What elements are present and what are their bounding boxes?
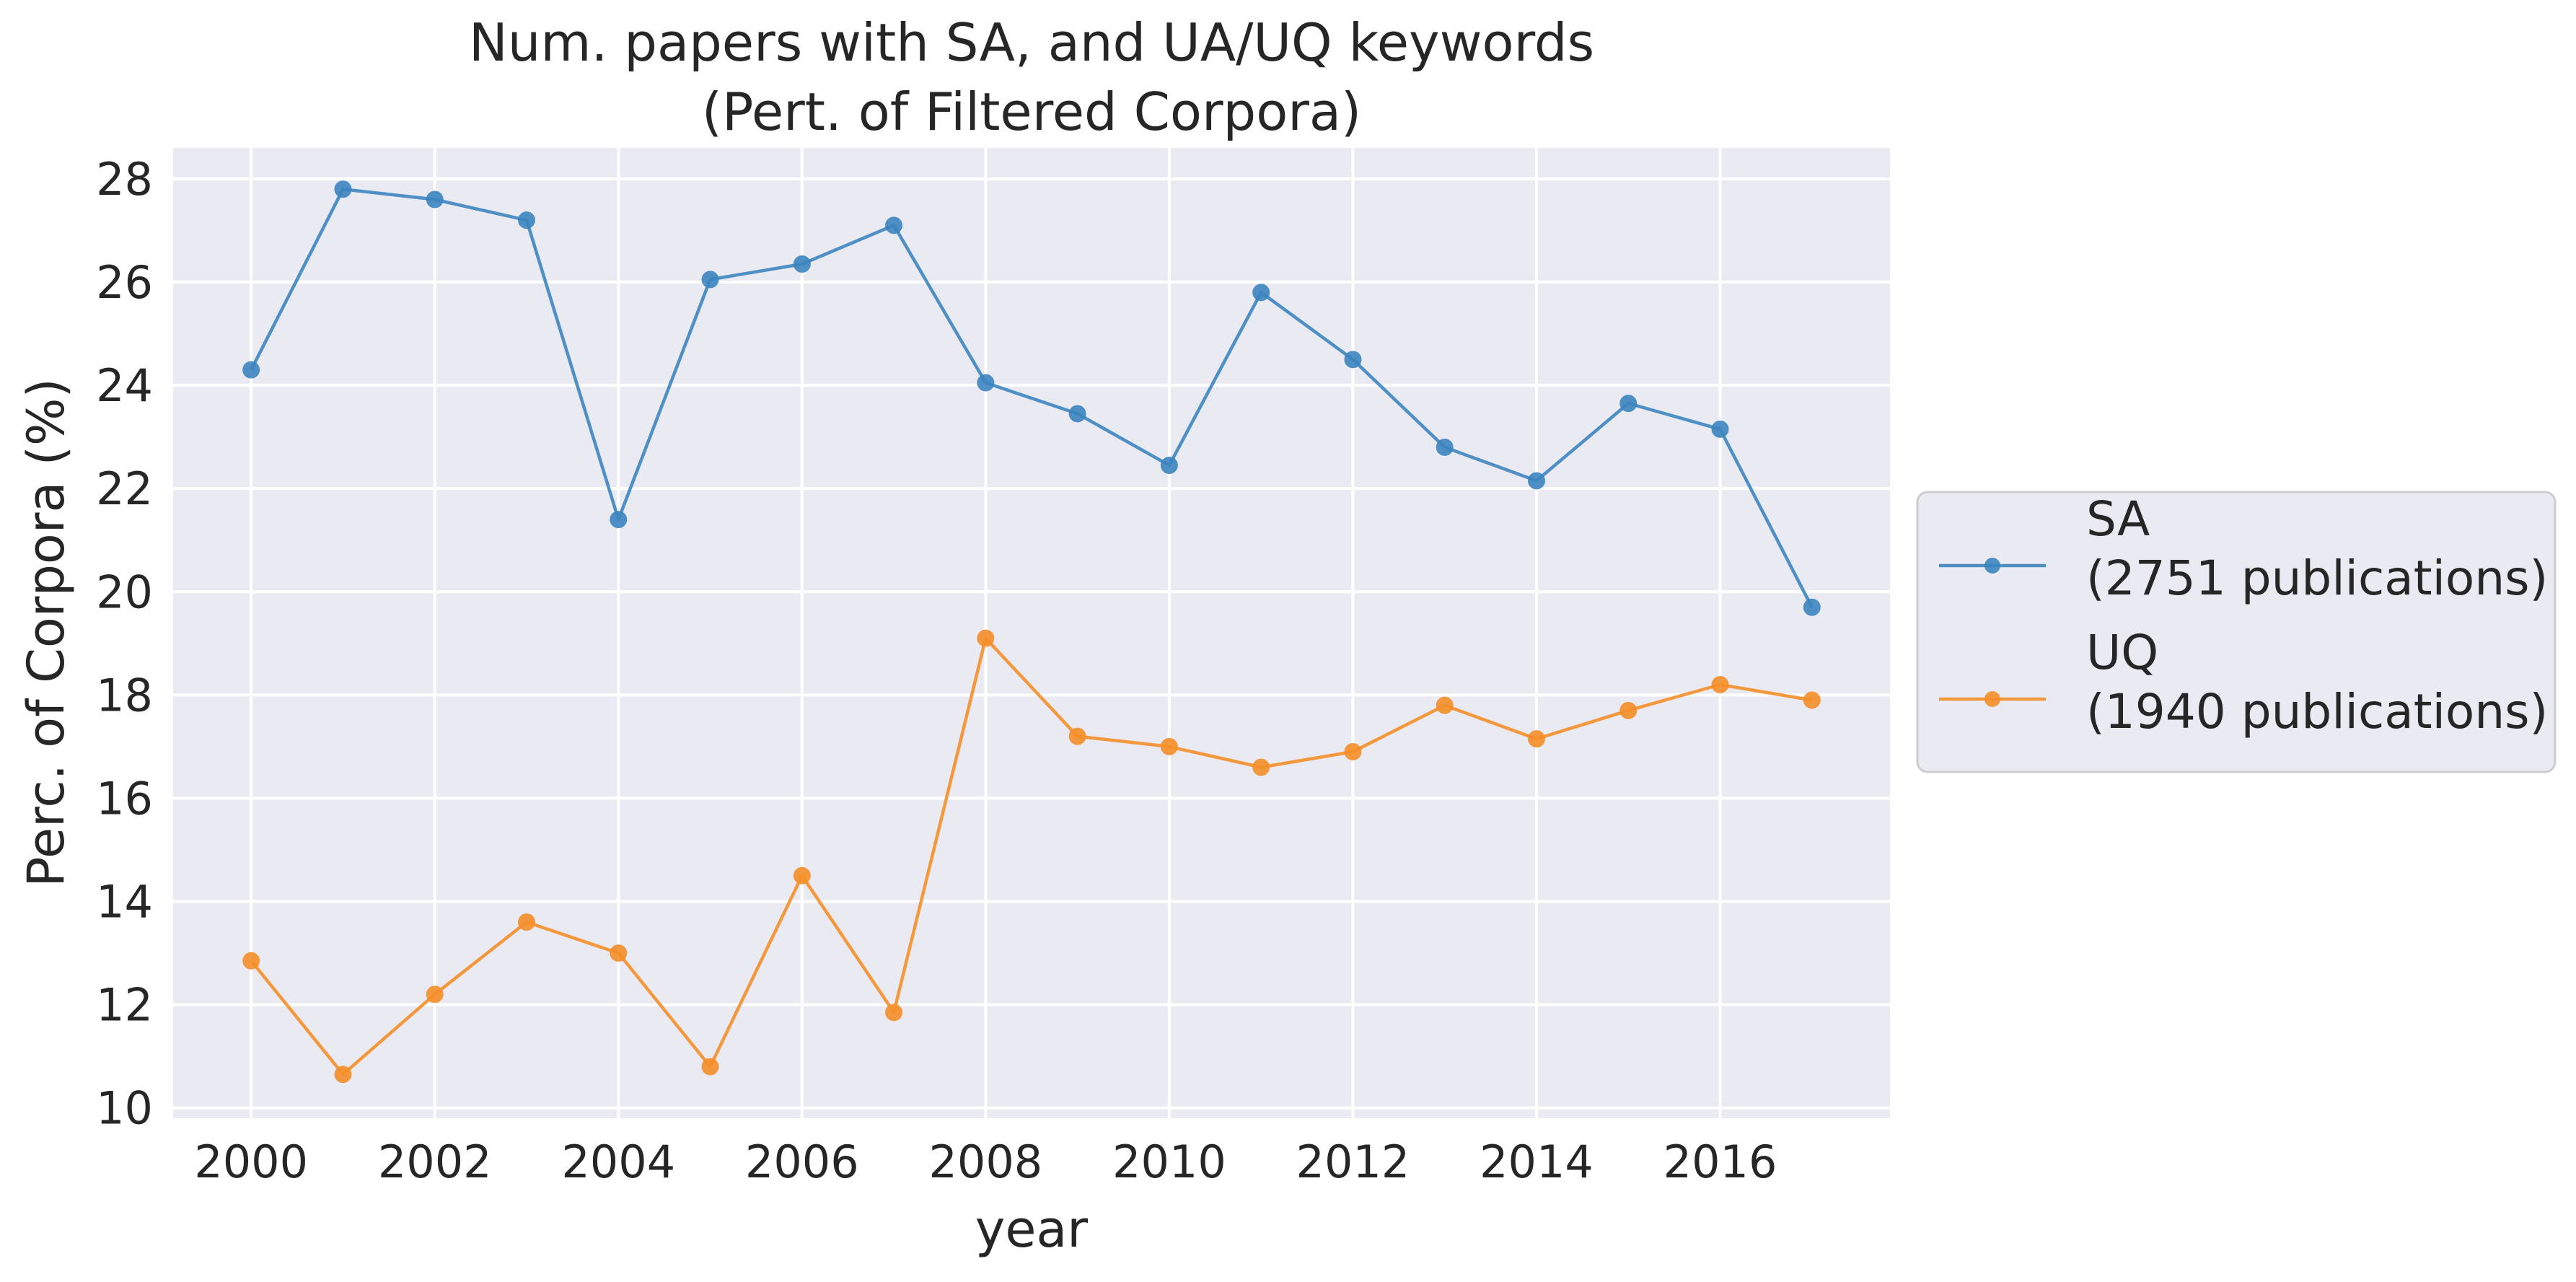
grid xyxy=(173,148,1890,1118)
data-point-sa xyxy=(793,255,811,273)
x-axis-label: year xyxy=(975,1200,1088,1259)
legend-label-sa: SA xyxy=(2086,491,2150,547)
data-point-sa xyxy=(977,374,995,392)
x-tick-label: 2004 xyxy=(561,1136,675,1188)
data-point-sa xyxy=(885,216,903,234)
series-uq xyxy=(242,629,1821,1084)
legend-label-uq: UQ xyxy=(2086,625,2158,680)
x-tick-label: 2006 xyxy=(745,1136,859,1188)
data-point-uq xyxy=(1803,691,1821,709)
legend: SA(2751 publications) UQ(1940 publication… xyxy=(1916,491,2557,773)
plot-area xyxy=(173,148,1890,1118)
series-line-sa xyxy=(250,187,1814,608)
data-point-uq xyxy=(885,1004,903,1022)
legend-sublabel-uq: (1940 publications) xyxy=(2086,684,2548,739)
data-point-sa xyxy=(242,361,260,379)
series-sa xyxy=(242,180,1821,616)
x-tick-label: 2014 xyxy=(1480,1136,1593,1188)
legend-entry-sa: SA(2751 publications) xyxy=(1939,491,2548,606)
data-point-uq xyxy=(334,1066,352,1084)
data-point-sa xyxy=(518,211,535,229)
data-point-sa xyxy=(701,271,719,289)
data-point-sa xyxy=(1068,405,1086,423)
y-tick-label: 22 xyxy=(96,462,153,515)
y-tick-label: 12 xyxy=(96,979,153,1032)
legend-entry-uq: UQ(1940 publications) xyxy=(1939,625,2548,739)
series-layer xyxy=(242,180,1821,1084)
tick-labels: 10 12 14 16 18 20 22 24 26 28 2000 2002 2004 2006 2008… xyxy=(96,153,1777,1188)
x-tick-label: 2010 xyxy=(1112,1136,1226,1188)
data-point-uq xyxy=(610,944,628,962)
data-point-sa xyxy=(426,190,444,208)
data-point-uq xyxy=(1619,701,1638,719)
x-tick-label: 2002 xyxy=(378,1136,492,1188)
data-point-uq xyxy=(701,1058,719,1076)
chart-title: Num. papers with SA, and UA/UQ keywords … xyxy=(469,12,1594,142)
series-line-uq xyxy=(250,636,1813,1076)
legend-entries: SA(2751 publications) UQ(1940 publication… xyxy=(1939,491,2548,739)
data-point-uq xyxy=(1344,743,1362,761)
y-tick-label: 18 xyxy=(96,669,153,721)
data-point-sa xyxy=(1711,420,1729,438)
legend-sublabel-sa: (2751 publications) xyxy=(2086,550,2548,606)
data-point-sa xyxy=(1344,351,1362,369)
data-point-sa xyxy=(1803,598,1821,616)
x-tick-label: 2008 xyxy=(928,1136,1042,1188)
data-point-uq xyxy=(1160,737,1178,755)
data-point-sa xyxy=(334,180,352,198)
y-tick-label: 24 xyxy=(96,359,153,412)
data-point-uq xyxy=(1252,758,1270,776)
data-point-sa xyxy=(1619,395,1638,413)
y-tick-label: 10 xyxy=(96,1082,153,1135)
data-point-uq xyxy=(793,866,811,884)
x-tick-label: 2016 xyxy=(1663,1136,1777,1188)
data-point-uq xyxy=(1711,676,1729,694)
y-tick-label: 26 xyxy=(96,256,153,309)
data-point-sa xyxy=(1160,456,1178,474)
data-point-uq xyxy=(977,629,995,647)
data-point-uq xyxy=(1528,730,1545,748)
chart-title-line-2: (Pert. of Filtered Corpora) xyxy=(702,82,1361,142)
data-point-uq xyxy=(518,913,535,931)
y-tick-label: 20 xyxy=(96,566,153,618)
data-point-sa xyxy=(1528,472,1545,490)
data-point-uq xyxy=(1436,696,1454,714)
data-point-uq xyxy=(242,952,260,970)
y-tick-label: 16 xyxy=(96,772,153,825)
data-point-sa xyxy=(1252,284,1270,302)
data-point-sa xyxy=(1436,438,1454,456)
y-axis-label: Perc. of Corpora (%) xyxy=(17,378,76,887)
y-tick-label: 28 xyxy=(96,153,153,206)
data-point-uq xyxy=(1068,727,1086,745)
x-tick-label: 2012 xyxy=(1296,1136,1410,1188)
data-point-uq xyxy=(426,985,444,1004)
data-point-sa xyxy=(610,511,628,529)
y-tick-label: 14 xyxy=(96,876,153,928)
x-tick-label: 2000 xyxy=(194,1136,308,1188)
legend-box xyxy=(1916,491,2557,773)
chart-title-line-1: Num. papers with SA, and UA/UQ keywords xyxy=(469,12,1594,73)
legend-marker-sa xyxy=(1984,558,2000,574)
legend-marker-uq xyxy=(1984,691,2000,707)
